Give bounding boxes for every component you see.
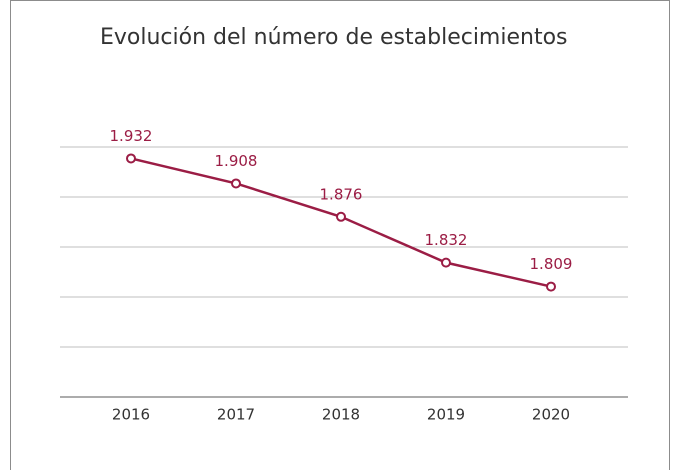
point [231,178,241,189]
data-label: 1.932 [110,127,153,145]
data-label: 1.908 [215,152,258,170]
point [336,211,346,222]
x-tick-label: 2020 [532,406,570,424]
point [546,281,556,292]
x-tick-label: 2019 [427,406,465,424]
point [441,257,451,268]
chart-title: Evolución del número de establecimientos [100,25,568,50]
data-label: 1.876 [320,185,363,203]
data-label: 1.809 [530,255,573,273]
data-label: 1.832 [425,231,468,249]
point [126,153,136,164]
x-tick-label: 2016 [112,406,150,424]
x-tick-label: 2017 [217,406,255,424]
x-tick-label: 2018 [322,406,360,424]
frame [10,0,670,470]
